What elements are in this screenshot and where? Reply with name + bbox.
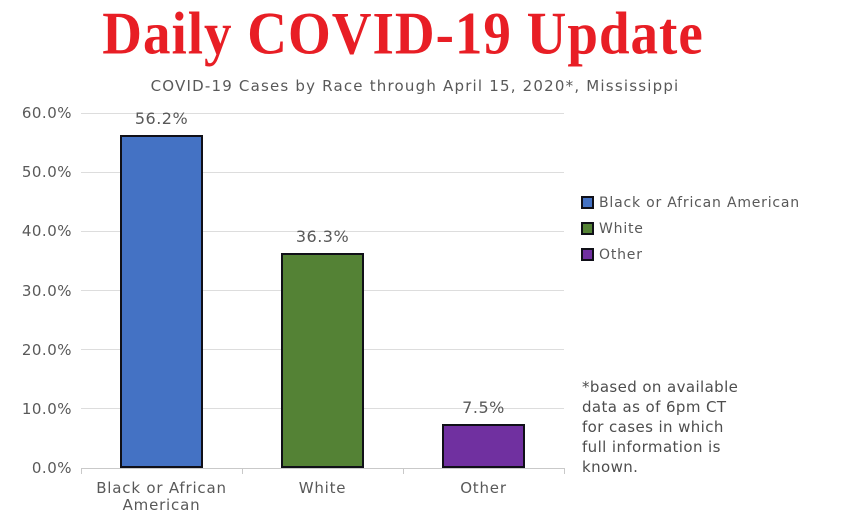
footnote-line: for cases in which xyxy=(582,418,724,436)
y-axis-tick-label: 10.0% xyxy=(21,399,72,418)
legend-swatch-icon xyxy=(581,248,594,261)
bar-value-label: 36.3% xyxy=(295,227,350,247)
chart-footnote: *based on available data as of 6pm CT for … xyxy=(582,377,738,477)
legend-item: Black or African American xyxy=(581,193,800,212)
legend-swatch-icon xyxy=(581,222,594,235)
legend-label: White xyxy=(599,220,644,237)
footnote-line: *based on available xyxy=(582,378,739,396)
bar-value-label: 7.5% xyxy=(462,397,505,417)
footnote-line: known. xyxy=(582,458,639,476)
y-axis-tick-label: 0.0% xyxy=(31,459,72,477)
x-axis-category-label: Other xyxy=(460,479,507,497)
y-axis-tick-label: 40.0% xyxy=(21,222,72,241)
x-axis-tick xyxy=(80,468,82,474)
bar xyxy=(442,423,525,468)
legend-item: White xyxy=(581,219,800,238)
x-axis-tick xyxy=(563,468,565,474)
x-axis-category-label: Black or African American xyxy=(96,479,227,514)
x-axis-category-label: White xyxy=(298,479,347,497)
y-axis-tick-label: 30.0% xyxy=(21,281,72,300)
x-axis-tick xyxy=(241,468,243,474)
y-axis-tick-label: 20.0% xyxy=(21,340,72,359)
footnote-line: data as of 6pm CT xyxy=(582,398,727,416)
bar-value-label: 56.2% xyxy=(134,109,189,129)
footnote-line: full information is xyxy=(582,438,721,456)
legend-label: Other xyxy=(599,246,643,263)
legend-swatch-icon xyxy=(581,196,594,209)
chart-title: COVID-19 Cases by Race through April 15,… xyxy=(150,77,680,95)
chart-legend: Black or African American White Other xyxy=(581,193,800,271)
bar xyxy=(281,253,364,468)
bar xyxy=(120,135,203,468)
y-axis-tick-label: 50.0% xyxy=(21,163,72,182)
x-axis-tick xyxy=(402,468,404,474)
y-axis-tick-label: 60.0% xyxy=(21,104,72,122)
legend-item: Other xyxy=(581,245,800,264)
page-title: Daily COVID-19 Update xyxy=(102,0,704,67)
legend-label: Black or African American xyxy=(599,194,800,211)
